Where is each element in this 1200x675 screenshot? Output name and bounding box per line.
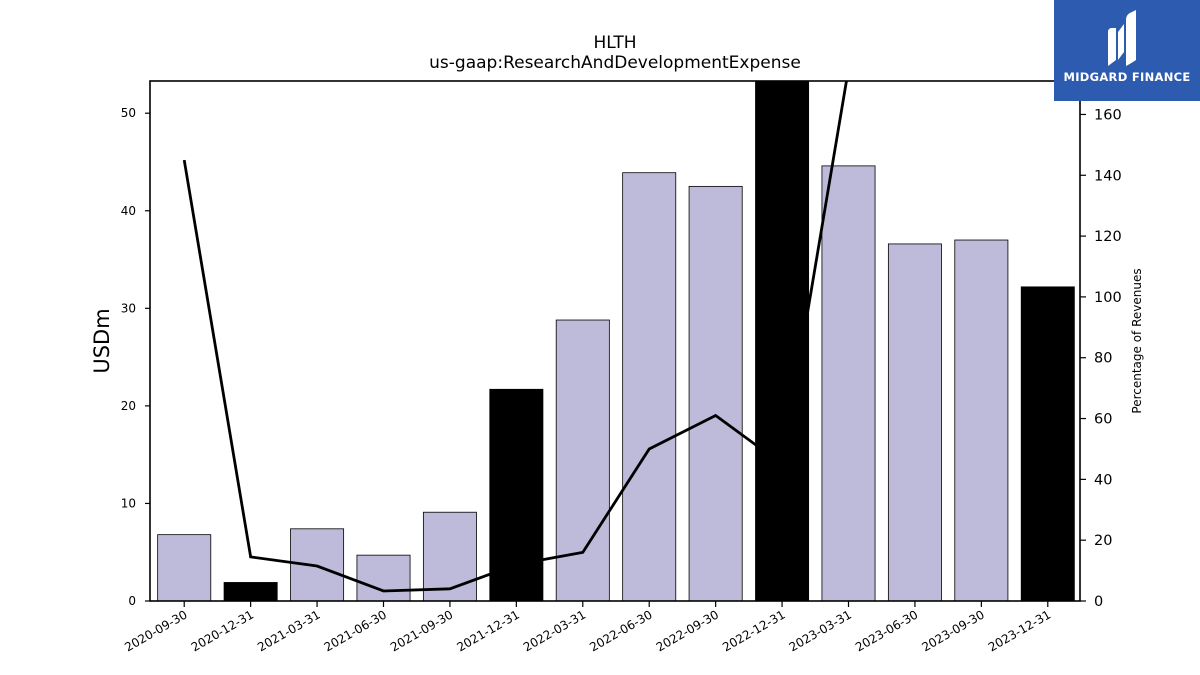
bar-2021-06-30: [356, 554, 411, 602]
x-tick-label: 2022-09-30: [654, 607, 721, 654]
y2-tick-label: 40: [1094, 472, 1112, 488]
bar-2023-06-30: [887, 243, 942, 602]
y2-tick-label: 160: [1094, 107, 1122, 123]
x-tick-label: 2023-09-30: [919, 607, 986, 654]
left-axis: 0 10 20 30 40 50: [121, 106, 150, 608]
line-segment-0: [182, 81, 848, 593]
y-tick-label: 40: [121, 204, 136, 218]
x-tick-label: 2023-03-31: [787, 607, 854, 654]
y2-tick-label: 0: [1094, 594, 1103, 610]
x-tick-label: 2020-09-30: [122, 607, 189, 654]
bar-2020-09-30: [157, 534, 212, 602]
x-tick-label: 2022-12-31: [720, 607, 787, 654]
bar-2022-12-31: [755, 80, 810, 602]
bar-2023-09-30: [954, 239, 1009, 602]
bar-2023-03-31: [821, 165, 876, 602]
x-tick-label: 2021-12-31: [454, 607, 521, 654]
y-tick-label: 30: [121, 301, 136, 315]
x-tick-label: 2021-03-31: [255, 607, 322, 654]
y-tick-label: 10: [121, 496, 136, 510]
y2-tick-label: 100: [1094, 290, 1122, 306]
y-tick-label: 0: [128, 594, 136, 608]
bar-2020-12-31: [223, 582, 278, 602]
plot-frame: [149, 80, 1081, 602]
y2-tick-label: 120: [1094, 229, 1122, 245]
bar-2021-12-31: [489, 388, 544, 602]
bar-2023-12-31: [1020, 286, 1075, 602]
y-tick-label: 20: [121, 399, 136, 413]
bar-2022-03-31: [555, 319, 610, 602]
chart-title: HLTH: [593, 33, 636, 53]
bar-2021-09-30: [422, 511, 477, 602]
y2-tick-label: 80: [1094, 351, 1112, 367]
x-tick-label: 2021-09-30: [388, 607, 455, 654]
y2-axis-label: Percentage of Revenues: [1130, 268, 1144, 413]
line-series: [182, 81, 848, 593]
right-axis: 0 20 40 60 80 100 120 140 160: [1080, 107, 1122, 610]
x-axis: 2020-09-30 2020-12-31 2021-03-31 2021-06-30…: [122, 601, 1053, 654]
y2-tick-label: 140: [1094, 168, 1122, 184]
x-tick-label: 2023-12-31: [986, 607, 1053, 654]
x-tick-label: 2022-06-30: [587, 607, 654, 654]
y2-tick-label: 20: [1094, 533, 1112, 549]
bar-series: [157, 80, 1075, 602]
x-tick-label: 2023-06-30: [853, 607, 920, 654]
midgard-logo-icon: [1108, 10, 1136, 66]
brand-logo: MIDGARD FINANCE: [1054, 0, 1200, 101]
bar-2022-09-30: [688, 185, 743, 602]
y-axis-label: USDm: [90, 308, 114, 373]
brand-name: MIDGARD FINANCE: [1063, 70, 1191, 84]
x-tick-label: 2022-03-31: [521, 607, 588, 654]
y-tick-label: 50: [121, 106, 136, 120]
x-tick-label: 2021-06-30: [322, 607, 389, 654]
chart-subtitle: us-gaap:ResearchAndDevelopmentExpense: [429, 53, 801, 73]
x-tick-label: 2020-12-31: [189, 607, 256, 654]
y2-tick-label: 60: [1094, 412, 1112, 428]
bar-2022-06-30: [622, 172, 677, 602]
